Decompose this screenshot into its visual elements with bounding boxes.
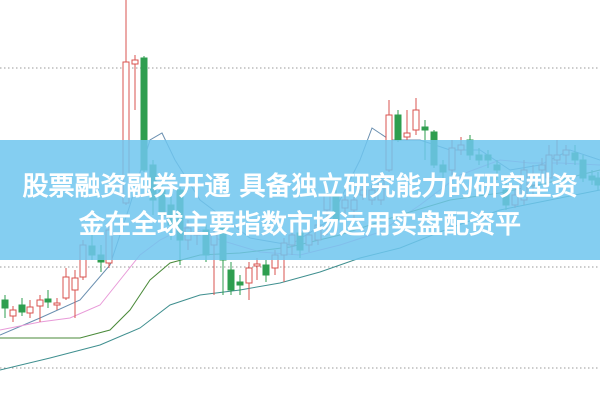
- candle-up: [36, 299, 44, 307]
- candle-down: [262, 264, 270, 276]
- candle-up: [403, 132, 411, 138]
- candle-down: [1, 299, 9, 309]
- candle-up: [53, 302, 61, 306]
- candle-down: [44, 298, 52, 303]
- headline-line-2: 金在全球主要指数市场运用实盘配资平: [78, 210, 521, 240]
- candle-down: [394, 114, 402, 141]
- headline-line-1: 股票融资融券开通 具备独立研究能力的研究型资: [22, 172, 578, 202]
- candle-up: [62, 276, 70, 299]
- candle-up: [412, 109, 420, 131]
- candle-up: [245, 267, 253, 284]
- candle-down: [18, 304, 26, 313]
- candle-up: [26, 306, 34, 314]
- candle-up: [71, 277, 79, 291]
- candle-down: [227, 269, 235, 291]
- headline-banner: [0, 140, 600, 260]
- candle-up: [9, 309, 17, 317]
- candle-down: [421, 126, 429, 131]
- candle-up: [131, 59, 139, 65]
- candle-up: [253, 263, 261, 267]
- candle-down: [236, 281, 244, 286]
